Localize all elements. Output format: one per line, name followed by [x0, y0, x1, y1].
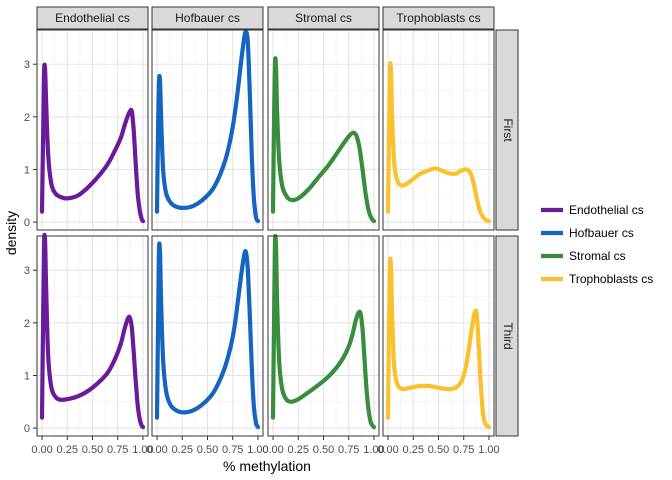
density-line-endothelial-cs-third — [39, 232, 146, 430]
x-tick-label: 0.75 — [338, 444, 359, 456]
row-strip-third — [495, 235, 519, 437]
x-tick-label: 1.00 — [363, 444, 384, 456]
y-tick-label: 0 — [24, 217, 30, 229]
facet-strip-label: Trophoblasts cs — [396, 11, 480, 25]
x-tick-label: 0.50 — [197, 444, 218, 456]
panel-border — [36, 29, 149, 231]
x-tick-label: 0.50 — [313, 444, 334, 456]
facet-strip-endothelial-cs — [36, 6, 149, 30]
y-tick-label: 3 — [24, 59, 30, 71]
x-tick-label: 0.00 — [262, 444, 283, 456]
x-tick-label: 1.00 — [478, 444, 499, 456]
x-tick-label: 1.00 — [247, 444, 268, 456]
facet-strip-label: Hofbauer cs — [175, 11, 240, 25]
row-strip-label: First — [501, 118, 515, 142]
density-line-stromal-cs-third — [270, 234, 377, 430]
facet-strip-stromal-cs — [267, 6, 380, 30]
panel-first-0 — [37, 30, 148, 230]
row-strip-first — [495, 29, 519, 231]
x-tick-label: 0.25 — [57, 444, 78, 456]
legend-label: Trophoblasts cs — [569, 272, 653, 286]
panel-border — [151, 29, 264, 231]
y-tick-label: 2 — [24, 318, 30, 330]
x-axis-title: % methylation — [223, 458, 311, 474]
y-tick-label: 1 — [24, 164, 30, 176]
density-line-hofbauer-cs-first — [154, 29, 261, 224]
row-strip-label: Third — [501, 322, 515, 349]
x-tick-label: 0.00 — [31, 444, 52, 456]
legend-label: Stromal cs — [569, 249, 626, 263]
density-line-hofbauer-cs-third — [154, 241, 261, 430]
legend-label: Endothelial cs — [569, 203, 644, 217]
x-tick-label: 0.75 — [107, 444, 128, 456]
x-tick-label: 0.75 — [222, 444, 243, 456]
panel-border — [267, 29, 380, 231]
x-tick-label: 1.00 — [132, 444, 153, 456]
facet-strip-label: Endothelial cs — [55, 11, 130, 25]
panel-first-2 — [268, 30, 379, 230]
x-tick-label: 0.25 — [288, 444, 309, 456]
x-tick-label: 0.50 — [428, 444, 449, 456]
facet-strip-label: Stromal cs — [295, 11, 352, 25]
x-tick-label: 0.25 — [403, 444, 424, 456]
density-line-trophoblasts-cs-first — [385, 61, 492, 224]
y-tick-label: 2 — [24, 112, 30, 124]
y-tick-label: 3 — [24, 265, 30, 277]
x-tick-label: 0.00 — [377, 444, 398, 456]
panel-third-2 — [268, 236, 379, 436]
y-tick-label: 1 — [24, 370, 30, 382]
x-tick-label: 0.50 — [82, 444, 103, 456]
density-line-stromal-cs-first — [270, 56, 377, 224]
y-tick-label: 0 — [24, 423, 30, 435]
x-tick-label: 0.25 — [172, 444, 193, 456]
panel-third-3 — [383, 236, 494, 436]
x-tick-label: 0.75 — [453, 444, 474, 456]
y-axis-title: density — [3, 211, 19, 255]
facet-strip-trophoblasts-cs — [382, 6, 495, 30]
density-line-trophoblasts-cs-third — [385, 256, 492, 430]
panel-third-0 — [37, 236, 148, 436]
legend-label: Hofbauer cs — [569, 226, 634, 240]
x-tick-label: 0.00 — [146, 444, 167, 456]
panel-border — [382, 29, 495, 231]
facet-strip-hofbauer-cs — [151, 6, 264, 30]
density-line-endothelial-cs-first — [39, 62, 146, 224]
